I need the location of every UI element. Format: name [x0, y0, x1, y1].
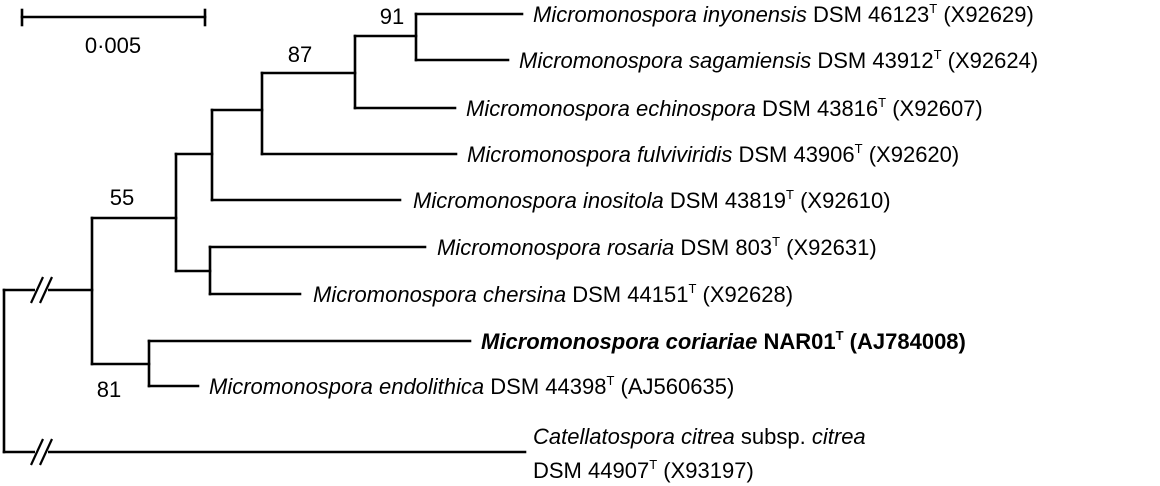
- species-name: echinospora: [636, 96, 756, 121]
- bootstrap-87: 87: [288, 42, 312, 67]
- taxon-label-catellatospora-line2: DSM 44907T (X93197): [533, 449, 754, 483]
- scale-bar-label: 0·005: [85, 33, 141, 58]
- break-mark-lower-slash-2: [39, 438, 53, 466]
- bootstrap-55: 55: [110, 185, 134, 210]
- genus-name: Micromonospora: [481, 329, 659, 354]
- strain-id: DSM 43906: [738, 142, 854, 167]
- species-name: coriariae: [666, 329, 758, 354]
- type-strain-mark: T: [688, 281, 696, 296]
- taxon-label-fulviviridis: Micromonospora fulviviridis DSM 43906T (…: [467, 133, 959, 167]
- species-name: citrea: [681, 424, 735, 449]
- species-name: sagamiensis: [689, 48, 811, 73]
- strain-id: DSM 44398: [490, 374, 606, 399]
- strain-id: DSM 46123: [813, 2, 929, 27]
- type-strain-mark: T: [878, 95, 886, 110]
- taxon-label-catellatospora-line1: Catellatospora citrea subsp. citrea: [533, 424, 866, 449]
- type-strain-mark: T: [786, 187, 794, 202]
- taxon-label-echinospora: Micromonospora echinospora DSM 43816T (X…: [466, 87, 983, 121]
- type-strain-mark: T: [836, 328, 844, 343]
- bootstrap-81: 81: [97, 377, 121, 402]
- strain-id: DSM 44907: [533, 458, 649, 483]
- taxon-label-coriariae: Micromonospora coriariae NAR01T (AJ78400…: [481, 320, 966, 354]
- taxon-labels: Micromonospora inyonensis DSM 46123T (X9…: [209, 0, 1038, 483]
- break-mark-upper-slash-2: [39, 276, 53, 304]
- taxon-label-endolithica: Micromonospora endolithica DSM 44398T (A…: [209, 365, 734, 399]
- break-mark-lower: [30, 438, 53, 466]
- strain-id: DSM 43819: [670, 188, 786, 213]
- taxon-label-inositola: Micromonospora inositola DSM 43819T (X92…: [413, 179, 891, 213]
- break-mark-upper-slash-1: [30, 276, 44, 304]
- bootstrap-91: 91: [380, 4, 404, 29]
- genus-name: Micromonospora: [313, 282, 477, 307]
- species-name: rosaria: [607, 235, 674, 260]
- strain-id: DSM 43816: [762, 96, 878, 121]
- accession-number: (AJ784008): [850, 329, 966, 354]
- type-strain-mark: T: [606, 373, 614, 388]
- accession-number: (X92629): [943, 2, 1034, 27]
- genus-name: Micromonospora: [519, 48, 683, 73]
- type-strain-mark: T: [649, 457, 657, 472]
- species-name: inositola: [583, 188, 664, 213]
- break-mark-lower-slash-1: [30, 438, 44, 466]
- strain-id: DSM 43912: [817, 48, 933, 73]
- accession-number: (X92631): [786, 235, 877, 260]
- strain-id: DSM 803: [680, 235, 772, 260]
- taxon-label-rosaria: Micromonospora rosaria DSM 803T (X92631): [437, 226, 877, 260]
- type-strain-mark: T: [772, 234, 780, 249]
- type-strain-mark: T: [929, 1, 937, 16]
- accession-number: (X92607): [892, 96, 983, 121]
- type-strain-mark: T: [934, 47, 942, 62]
- scale-bar: 0·005: [20, 8, 207, 58]
- species-name: chersina: [483, 282, 566, 307]
- taxon-label-sagamiensis: Micromonospora sagamiensis DSM 43912T (X…: [519, 39, 1038, 73]
- accession-number: (X92628): [703, 282, 794, 307]
- strain-id: NAR01: [763, 329, 835, 354]
- genus-name: Catellatospora: [533, 424, 675, 449]
- accession-number: (X93197): [663, 458, 754, 483]
- species-name: inyonensis: [703, 2, 807, 27]
- accession-number: (X92610): [800, 188, 891, 213]
- genus-name: Micromonospora: [413, 188, 577, 213]
- accession-number: (X92624): [948, 48, 1039, 73]
- break-mark-lower-gap: [35, 438, 48, 466]
- type-strain-mark: T: [855, 141, 863, 156]
- tree-branches: [2, 12, 527, 454]
- genus-name: Micromonospora: [209, 374, 373, 399]
- subspecies-name: citrea: [812, 424, 866, 449]
- strain-id: DSM 44151: [572, 282, 688, 307]
- accession-number: (X92620): [869, 142, 960, 167]
- genus-name: Micromonospora: [466, 96, 630, 121]
- accession-number: (AJ560635): [621, 374, 735, 399]
- taxon-label-inyonensis: Micromonospora inyonensis DSM 46123T (X9…: [533, 0, 1034, 27]
- break-mark-upper: [30, 276, 53, 304]
- species-name: fulviviridis: [637, 142, 732, 167]
- subspecies-abbrev: subsp.: [741, 424, 806, 449]
- taxon-label-chersina: Micromonospora chersina DSM 44151T (X926…: [313, 273, 793, 307]
- genus-name: Micromonospora: [437, 235, 601, 260]
- species-name: endolithica: [379, 374, 484, 399]
- genus-name: Micromonospora: [533, 2, 697, 27]
- break-mark-upper-gap: [35, 276, 48, 304]
- bootstrap-values: 91 87 55 81: [97, 4, 404, 402]
- genus-name: Micromonospora: [467, 142, 631, 167]
